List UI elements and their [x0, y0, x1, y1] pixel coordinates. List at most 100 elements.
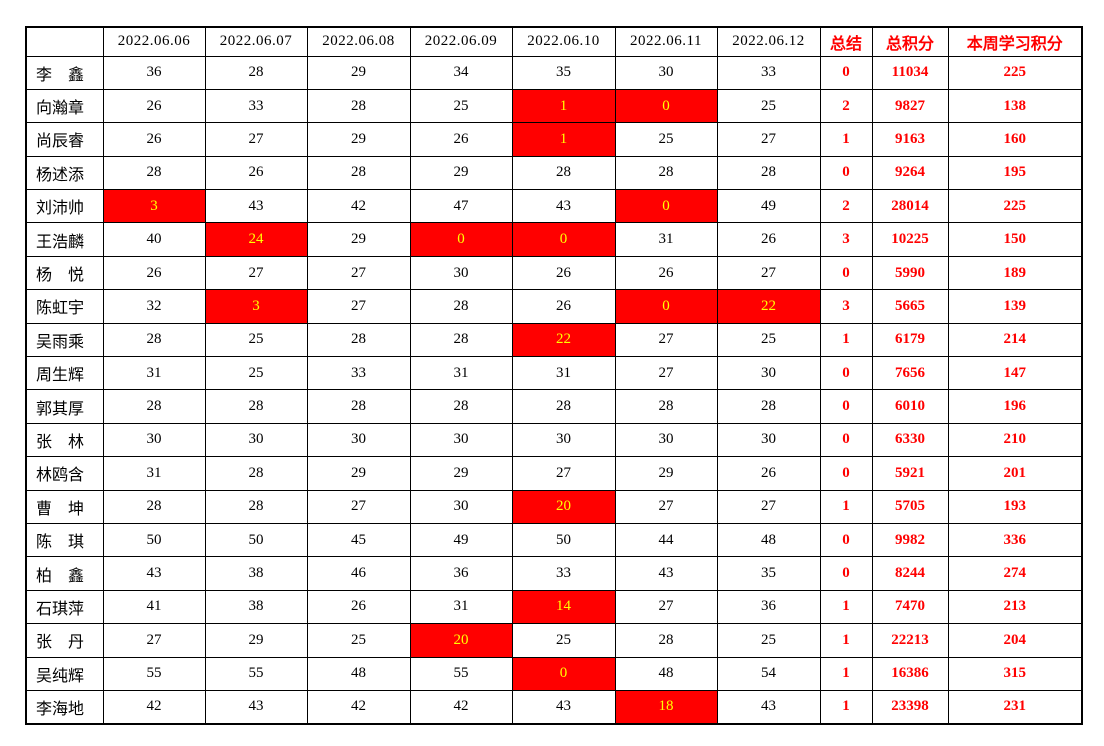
daily-score-cell: 43 — [102, 556, 206, 591]
daily-score-cell: 28 — [102, 489, 206, 524]
daily-score-cell: 38 — [204, 589, 308, 625]
daily-score-cell: 30 — [409, 489, 513, 524]
student-name-cell: 郭其厚 — [25, 389, 104, 424]
week-study-points-cell: 195 — [947, 155, 1083, 191]
daily-score-cell: 25 — [716, 322, 821, 358]
student-row: 曹 坤 28 28 27 30 20 27 27 1 5705 193 — [25, 489, 1083, 524]
daily-score-cell: 29 — [204, 623, 308, 658]
daily-score-cell: 30 — [511, 422, 616, 458]
week-study-points-cell: 196 — [947, 389, 1083, 424]
summary-count-cell: 0 — [819, 356, 873, 391]
daily-score-cell-flagged: 22 — [511, 322, 616, 358]
summary-count-cell: 1 — [819, 623, 873, 658]
daily-score-cell: 26 — [306, 589, 411, 625]
daily-score-cell: 50 — [511, 522, 616, 558]
daily-score-cell: 28 — [511, 155, 616, 191]
daily-score-cell: 28 — [614, 623, 718, 658]
daily-score-cell: 26 — [511, 255, 616, 291]
total-points-cell: 5705 — [871, 489, 949, 524]
week-study-points-cell: 147 — [947, 356, 1083, 391]
total-points-cell: 5990 — [871, 255, 949, 291]
student-row: 石琪萍 41 38 26 31 14 27 36 1 7470 213 — [25, 589, 1083, 625]
summary-count-cell: 1 — [819, 589, 873, 625]
daily-score-cell: 35 — [511, 55, 616, 90]
daily-score-cell-flagged: 1 — [511, 122, 616, 157]
daily-score-cell: 25 — [511, 623, 616, 658]
daily-score-cell: 25 — [716, 88, 821, 124]
daily-score-cell: 43 — [614, 556, 718, 591]
daily-score-cell: 34 — [409, 55, 513, 90]
week-study-points-cell: 139 — [947, 289, 1083, 324]
header-date-6: 2022.06.11 — [614, 26, 718, 57]
summary-count-cell: 1 — [819, 656, 873, 691]
student-name-cell: 刘沛帅 — [25, 189, 104, 224]
daily-score-cell-flagged: 24 — [204, 222, 308, 257]
daily-score-cell: 30 — [614, 422, 718, 458]
week-study-points-cell: 213 — [947, 589, 1083, 625]
daily-score-cell: 26 — [102, 122, 206, 157]
daily-score-cell-flagged: 14 — [511, 589, 616, 625]
student-name-cell: 杨 悦 — [25, 255, 104, 291]
daily-score-cell: 28 — [204, 456, 308, 491]
daily-score-cell: 27 — [306, 255, 411, 291]
summary-count-cell: 2 — [819, 88, 873, 124]
daily-score-cell: 25 — [204, 322, 308, 358]
student-name-cell: 张 丹 — [25, 623, 104, 658]
daily-score-cell: 31 — [102, 456, 206, 491]
header-row: 2022.06.06 2022.06.07 2022.06.08 2022.06… — [25, 26, 1083, 57]
student-row: 刘沛帅 3 43 42 47 43 0 49 2 28014 225 — [25, 189, 1083, 224]
week-study-points-cell: 274 — [947, 556, 1083, 591]
daily-score-cell: 28 — [306, 389, 411, 424]
summary-count-cell: 0 — [819, 522, 873, 558]
student-name-cell: 曹 坤 — [25, 489, 104, 524]
student-row: 李 鑫 36 28 29 34 35 30 33 0 11034 225 — [25, 55, 1083, 90]
student-name-cell: 杨述添 — [25, 155, 104, 191]
daily-score-cell: 25 — [716, 623, 821, 658]
daily-score-cell-flagged: 0 — [511, 222, 616, 257]
daily-score-cell: 33 — [204, 88, 308, 124]
student-name-cell: 王浩麟 — [25, 222, 104, 257]
total-points-cell: 9163 — [871, 122, 949, 157]
daily-score-cell: 29 — [306, 122, 411, 157]
student-row: 李海地 42 43 42 42 43 18 43 1 23398 231 — [25, 689, 1083, 725]
header-week-study-points: 本周学习积分 — [947, 26, 1083, 57]
header-date-4: 2022.06.09 — [409, 26, 513, 57]
header-date-7: 2022.06.12 — [716, 26, 821, 57]
daily-score-cell: 27 — [716, 255, 821, 291]
student-name-cell: 吴纯辉 — [25, 656, 104, 691]
summary-count-cell: 1 — [819, 489, 873, 524]
daily-score-cell: 27 — [102, 623, 206, 658]
daily-score-cell: 28 — [102, 389, 206, 424]
student-row: 周生辉 31 25 33 31 31 27 30 0 7656 147 — [25, 356, 1083, 391]
summary-count-cell: 0 — [819, 422, 873, 458]
daily-score-cell: 28 — [409, 322, 513, 358]
daily-score-cell: 28 — [306, 88, 411, 124]
student-row: 陈 琪 50 50 45 49 50 44 48 0 9982 336 — [25, 522, 1083, 558]
daily-score-cell: 28 — [204, 55, 308, 90]
daily-score-cell: 36 — [102, 55, 206, 90]
week-study-points-cell: 204 — [947, 623, 1083, 658]
daily-score-cell: 47 — [409, 189, 513, 224]
daily-score-cell: 30 — [716, 422, 821, 458]
daily-score-cell: 28 — [102, 322, 206, 358]
daily-score-cell: 50 — [204, 522, 308, 558]
daily-score-cell-flagged: 1 — [511, 88, 616, 124]
student-row: 杨述添 28 26 28 29 28 28 28 0 9264 195 — [25, 155, 1083, 191]
student-name-cell: 陈 琪 — [25, 522, 104, 558]
summary-count-cell: 0 — [819, 556, 873, 591]
student-name-cell: 林鸥含 — [25, 456, 104, 491]
daily-score-cell: 30 — [409, 255, 513, 291]
student-name-cell: 柏 鑫 — [25, 556, 104, 591]
daily-score-cell: 25 — [306, 623, 411, 658]
week-study-points-cell: 189 — [947, 255, 1083, 291]
week-study-points-cell: 231 — [947, 689, 1083, 725]
daily-score-cell: 26 — [716, 222, 821, 257]
daily-score-cell: 26 — [204, 155, 308, 191]
daily-score-cell: 36 — [716, 589, 821, 625]
weekly-score-table: 2022.06.06 2022.06.07 2022.06.08 2022.06… — [25, 26, 1083, 725]
daily-score-cell: 27 — [614, 356, 718, 391]
week-study-points-cell: 225 — [947, 189, 1083, 224]
student-row: 吴纯辉 55 55 48 55 0 48 54 1 16386 315 — [25, 656, 1083, 691]
student-name-cell: 尚辰睿 — [25, 122, 104, 157]
total-points-cell: 6179 — [871, 322, 949, 358]
